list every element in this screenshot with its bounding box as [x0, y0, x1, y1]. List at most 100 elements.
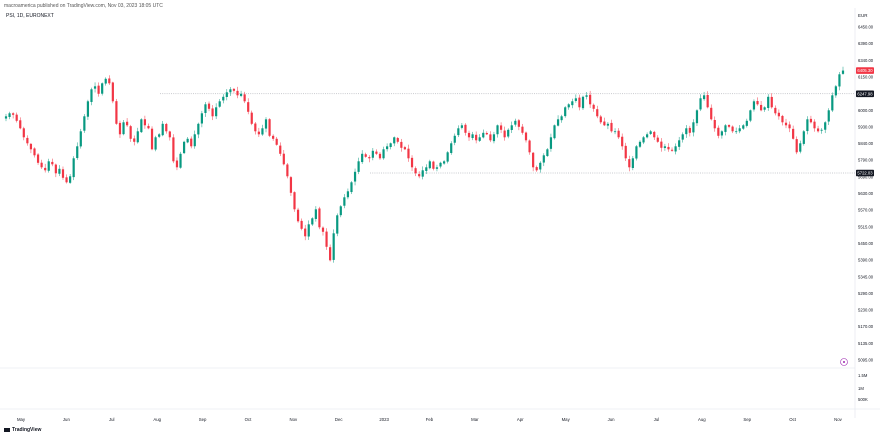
- candle-body: [410, 157, 414, 168]
- time-axis-label: Jun: [63, 417, 71, 422]
- settings-gear-icon-center: [843, 361, 845, 363]
- price-tick-label: 5515.00: [858, 224, 874, 229]
- candle-body: [692, 122, 695, 133]
- price-tick-label: 5570.00: [858, 208, 874, 213]
- grid: [0, 8, 880, 418]
- price-tick-label: 5930.00: [858, 124, 874, 129]
- candle-body: [727, 124, 731, 127]
- candle-body: [496, 125, 499, 135]
- candle-body: [428, 161, 431, 169]
- candle-body: [29, 143, 33, 150]
- candle-body: [560, 116, 563, 121]
- candle-body: [225, 92, 228, 97]
- price-tick-label: 5390.00: [858, 258, 874, 263]
- candle-body: [339, 206, 342, 216]
- candle-body: [239, 93, 243, 96]
- candle-body: [300, 220, 303, 229]
- tradingview-logo[interactable]: TradingView: [4, 427, 41, 433]
- candle-body: [69, 176, 72, 183]
- candle-body: [699, 98, 702, 110]
- candle-body: [571, 101, 574, 106]
- candle-body: [321, 227, 325, 232]
- candle-body: [421, 170, 424, 177]
- price-badge: 6405.30: [856, 67, 874, 74]
- candle-body: [524, 132, 528, 141]
- candle-body: [631, 158, 634, 168]
- candle-body: [457, 128, 460, 136]
- candle-body: [439, 162, 442, 167]
- candle-body: [777, 112, 780, 117]
- candle-body: [371, 150, 374, 158]
- time-axis-label: Sep: [199, 417, 207, 422]
- price-tick-label: 6150.00: [858, 74, 874, 79]
- candle-body: [307, 224, 310, 237]
- price-tick-label: 5630.00: [858, 191, 874, 196]
- candle-body: [774, 107, 777, 114]
- candle-body: [674, 146, 677, 152]
- candle-body: [435, 167, 439, 169]
- time-axis-label: Nov: [834, 417, 842, 422]
- time-axis-label: Feb: [426, 417, 434, 422]
- candle-body: [532, 152, 535, 168]
- candle-body: [115, 101, 118, 124]
- candle-body: [261, 128, 264, 135]
- candle-body: [79, 131, 82, 147]
- candle-body: [33, 148, 36, 156]
- price-axis: EUR6450.006390.006340.006150.006080.0060…: [840, 13, 874, 402]
- time-axis-label: Aug: [698, 417, 706, 422]
- price-tick-label: 6450.00: [858, 25, 874, 30]
- candle-body: [396, 138, 399, 142]
- candle-body: [446, 152, 449, 162]
- candle-body: [133, 138, 136, 142]
- price-badges: 6405.30 6247.98 5722.03: [856, 67, 874, 177]
- candle-body: [272, 135, 275, 139]
- candle-body: [336, 215, 339, 234]
- candle-body: [813, 121, 816, 129]
- candle-body: [36, 154, 40, 163]
- candle-body: [720, 131, 724, 136]
- candle-body: [311, 218, 314, 225]
- candle-body: [706, 95, 709, 108]
- candle-body: [229, 89, 232, 93]
- candle-body: [200, 113, 203, 124]
- candle-body: [617, 130, 620, 138]
- candle-body: [489, 134, 492, 141]
- candle-body: [453, 135, 456, 143]
- candle-body: [264, 119, 268, 129]
- candle-body: [179, 153, 182, 168]
- price-badge-label: 6405.30: [857, 68, 873, 73]
- candle-body: [250, 112, 253, 124]
- publisher-line: macroamerica published on TradingView.co…: [4, 3, 163, 9]
- candle-body: [12, 113, 15, 115]
- price-tick-label: 5790.00: [858, 158, 874, 163]
- candle-body: [749, 110, 752, 121]
- candle-body: [364, 154, 367, 157]
- candle-body: [710, 107, 713, 120]
- time-axis-label: Sep: [743, 417, 751, 422]
- candle-body: [492, 134, 496, 142]
- candle-body: [90, 89, 93, 102]
- candle-body: [731, 126, 734, 132]
- candle-body: [599, 116, 602, 123]
- candle-body: [592, 104, 595, 109]
- candle-body: [400, 141, 403, 148]
- price-tick-label: 5170.00: [858, 324, 874, 329]
- candle-body: [118, 122, 122, 135]
- candle-body: [510, 125, 513, 131]
- candle-body: [129, 126, 132, 139]
- candle-body: [243, 94, 246, 102]
- candle-body: [325, 231, 328, 247]
- candle-body: [125, 121, 129, 126]
- candle-body: [485, 132, 488, 135]
- candle-body: [507, 129, 510, 137]
- symbol-label[interactable]: PSI, 1D, EURONEXT: [6, 13, 54, 19]
- tradingview-logo-text: TradingView: [12, 427, 42, 433]
- candle-body: [218, 101, 221, 107]
- price-tick-label: 5450.00: [858, 241, 874, 246]
- candle-body: [353, 171, 357, 182]
- candle-body: [236, 90, 239, 96]
- candle-body: [47, 161, 50, 171]
- candle-body: [442, 161, 446, 164]
- settings-gear-icon[interactable]: [840, 358, 848, 366]
- candle-body: [329, 247, 332, 261]
